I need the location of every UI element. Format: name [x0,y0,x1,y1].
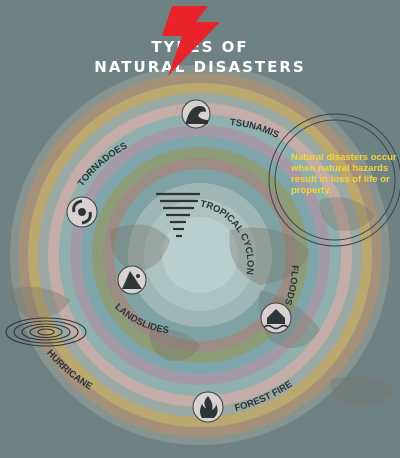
note-circle-outline [268,113,400,247]
forest-fire-icon [192,391,224,423]
spiral-icon [5,317,87,347]
tsunami-wave-icon [181,99,211,129]
definition-note: Natural disasters occur when natural haz… [291,152,397,196]
landslide-icon [117,265,147,295]
tornado-hurricane-icon [66,196,98,228]
title-line-1: TYPES OF [151,38,248,56]
concentric-rings [10,65,390,445]
flood-house-icon [260,302,292,334]
title-line-2: NATURAL DISASTERS [94,58,305,76]
lightning-bolt-icon [162,6,220,76]
tornado-funnel-icon [156,192,200,238]
